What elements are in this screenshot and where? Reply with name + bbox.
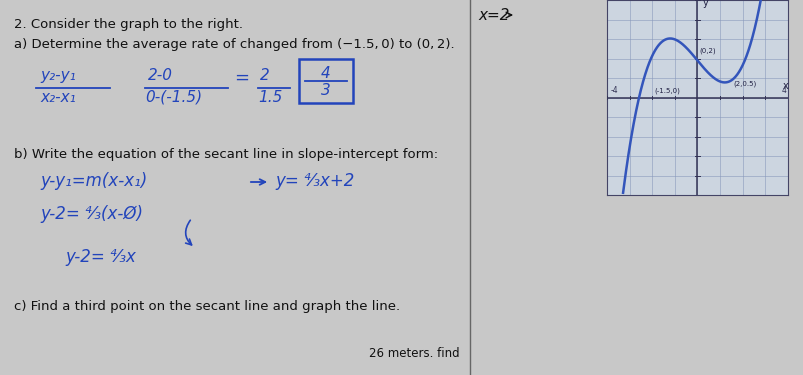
Text: =: =: [234, 69, 249, 87]
Text: y: y: [703, 0, 708, 8]
Text: 0-(-1.5): 0-(-1.5): [145, 90, 202, 105]
Text: y= ⁴⁄₃x+2: y= ⁴⁄₃x+2: [275, 172, 354, 190]
Text: a) Determine the average rate of changed from (−1.5, 0) to (0, 2).: a) Determine the average rate of changed…: [14, 38, 454, 51]
Text: y-2= ⁴⁄₃x: y-2= ⁴⁄₃x: [65, 248, 136, 266]
Text: (2,0.5): (2,0.5): [732, 81, 756, 87]
Text: x₂-x₁: x₂-x₁: [40, 90, 75, 105]
Text: y-y₁=m(x-x₁): y-y₁=m(x-x₁): [40, 172, 147, 190]
Text: (0,2): (0,2): [699, 48, 715, 54]
Text: y-2= ⁴⁄₃(x-Ø): y-2= ⁴⁄₃(x-Ø): [40, 205, 143, 223]
Text: x=2: x=2: [478, 8, 509, 23]
Text: 4: 4: [781, 86, 785, 94]
Text: b) Write the equation of the secant line in slope-intercept form:: b) Write the equation of the secant line…: [14, 148, 438, 161]
Text: -4: -4: [609, 86, 618, 94]
Text: c) Find a third point on the secant line and graph the line.: c) Find a third point on the secant line…: [14, 300, 400, 313]
Text: 2-0: 2-0: [148, 68, 173, 83]
Text: y₂-y₁: y₂-y₁: [40, 68, 75, 83]
Text: 4: 4: [320, 66, 331, 81]
Text: 2. Consider the graph to the right.: 2. Consider the graph to the right.: [14, 18, 243, 31]
Text: 26 meters. find: 26 meters. find: [369, 347, 459, 360]
Text: 1.5: 1.5: [258, 90, 282, 105]
Text: 2: 2: [259, 68, 270, 83]
Text: 3: 3: [320, 83, 331, 98]
Text: x: x: [782, 81, 788, 91]
Text: (-1.5,0): (-1.5,0): [654, 88, 679, 94]
